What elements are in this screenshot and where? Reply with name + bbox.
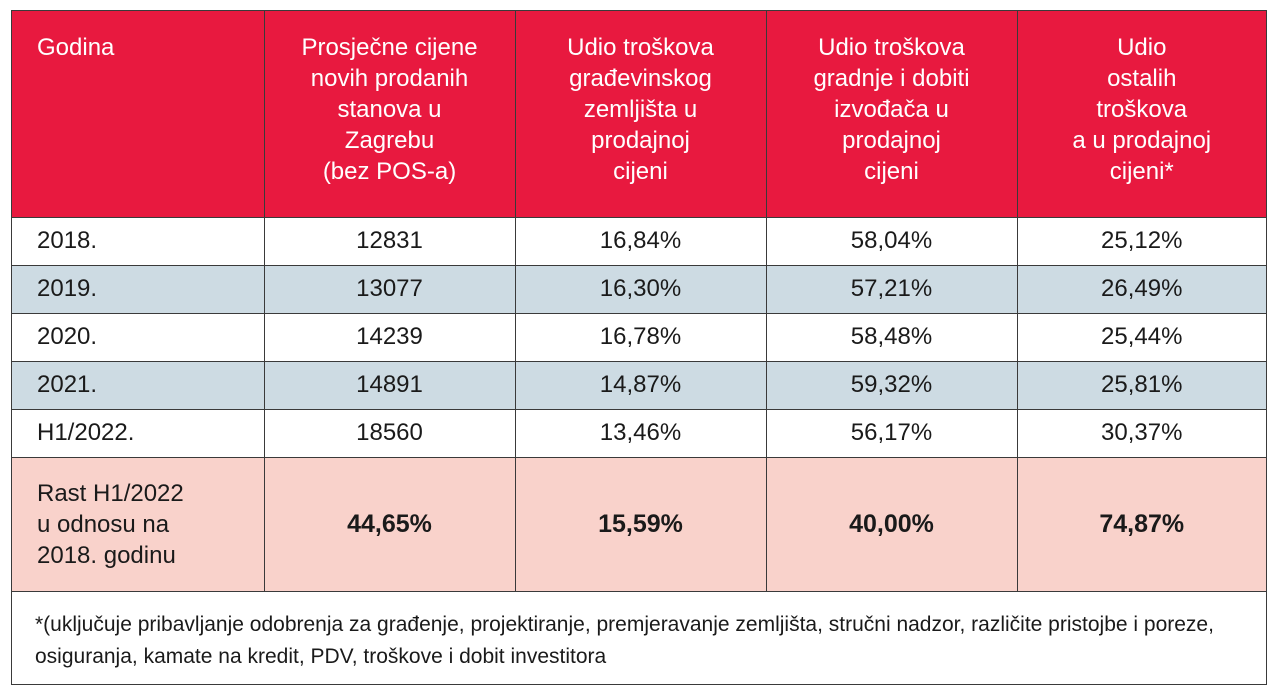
table-row: 2020. 14239 16,78% 58,48% 25,44%: [12, 313, 1266, 362]
cell-year: 2018.: [12, 217, 265, 266]
cell-other-cost-share: 26,49%: [1017, 265, 1266, 314]
cell-construction-cost-share: 57,21%: [766, 265, 1018, 314]
cell-other-cost-share: 30,37%: [1017, 409, 1266, 458]
cell-other-cost-share: 25,12%: [1017, 217, 1266, 266]
growth-land-cost-share: 15,59%: [515, 457, 767, 592]
growth-label: Rast H1/2022 u odnosu na 2018. godinu: [12, 457, 265, 592]
footnote: *(uključuje pribavljanje odobrenja za gr…: [35, 612, 1214, 668]
cell-construction-cost-share: 58,48%: [766, 313, 1018, 362]
growth-average-price: 44,65%: [264, 457, 516, 592]
table-row: H1/2022. 18560 13,46% 56,17% 30,37%: [12, 409, 1266, 458]
cell-year: 2021.: [12, 361, 265, 410]
cell-other-cost-share: 25,44%: [1017, 313, 1266, 362]
cell-construction-cost-share: 59,32%: [766, 361, 1018, 410]
cell-construction-cost-share: 58,04%: [766, 217, 1018, 266]
cell-land-cost-share: 16,30%: [515, 265, 767, 314]
cell-year: 2020.: [12, 313, 265, 362]
growth-other-cost-share: 74,87%: [1017, 457, 1266, 592]
cell-average-price: 14891: [264, 361, 516, 410]
cell-average-price: 12831: [264, 217, 516, 266]
header-other-cost-share: Udio ostalih troškova a u prodajnoj cije…: [1017, 11, 1266, 218]
header-average-price: Prosječne cijene novih prodanih stanova …: [264, 11, 516, 218]
header-land-cost-share: Udio troškova građevinskog zemljišta u p…: [515, 11, 767, 218]
cell-average-price: 18560: [264, 409, 516, 458]
cell-land-cost-share: 13,46%: [515, 409, 767, 458]
cell-land-cost-share: 14,87%: [515, 361, 767, 410]
table-row: 2018. 12831 16,84% 58,04% 25,12%: [12, 217, 1266, 266]
cell-other-cost-share: 25,81%: [1017, 361, 1266, 410]
growth-row: Rast H1/2022 u odnosu na 2018. godinu 44…: [12, 457, 1266, 592]
table-frame: Godina Prosječne cijene novih prodanih s…: [11, 10, 1267, 685]
cell-year: H1/2022.: [12, 409, 265, 458]
cell-land-cost-share: 16,78%: [515, 313, 767, 362]
cell-average-price: 14239: [264, 313, 516, 362]
price-structure-table: Godina Prosječne cijene novih prodanih s…: [12, 11, 1266, 592]
table-row: 2019. 13077 16,30% 57,21% 26,49%: [12, 265, 1266, 314]
header-year: Godina: [12, 11, 265, 218]
cell-year: 2019.: [12, 265, 265, 314]
cell-average-price: 13077: [264, 265, 516, 314]
header-row: Godina Prosječne cijene novih prodanih s…: [12, 11, 1266, 218]
table-row: 2021. 14891 14,87% 59,32% 25,81%: [12, 361, 1266, 410]
header-construction-cost-share: Udio troškova gradnje i dobiti izvođača …: [766, 11, 1018, 218]
cell-land-cost-share: 16,84%: [515, 217, 767, 266]
growth-construction-cost-share: 40,00%: [766, 457, 1018, 592]
cell-construction-cost-share: 56,17%: [766, 409, 1018, 458]
